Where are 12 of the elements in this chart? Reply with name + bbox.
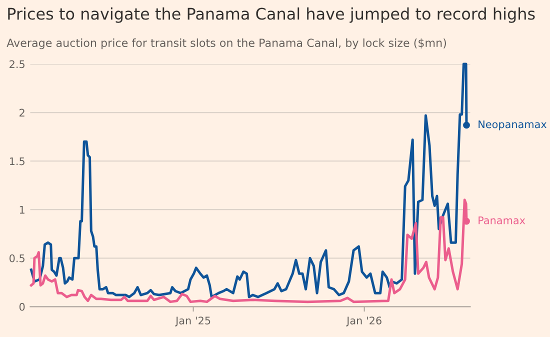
chart-subtitle: Average auction price for transit slots on the Panama Canal, by lock size ($mn): [6, 38, 446, 50]
y-tick-label: 1.5: [10, 157, 24, 166]
chart-title: Prices to navigate the Panama Canal have jumped to record highs: [8, 7, 535, 23]
x-tick-label: Jan '26: [346, 316, 382, 326]
y-tick-label: 0.5: [10, 254, 24, 262]
series-label: Panamax: [478, 216, 526, 224]
y-tick-label: 1: [20, 206, 24, 214]
x-tick-label: Jan '25: [175, 316, 210, 326]
y-tick-label: 2: [20, 108, 24, 117]
y-tick-label: 2.5: [10, 60, 24, 68]
y-tick-label: 0: [19, 302, 25, 311]
series-label: Neopanamax: [478, 120, 547, 130]
